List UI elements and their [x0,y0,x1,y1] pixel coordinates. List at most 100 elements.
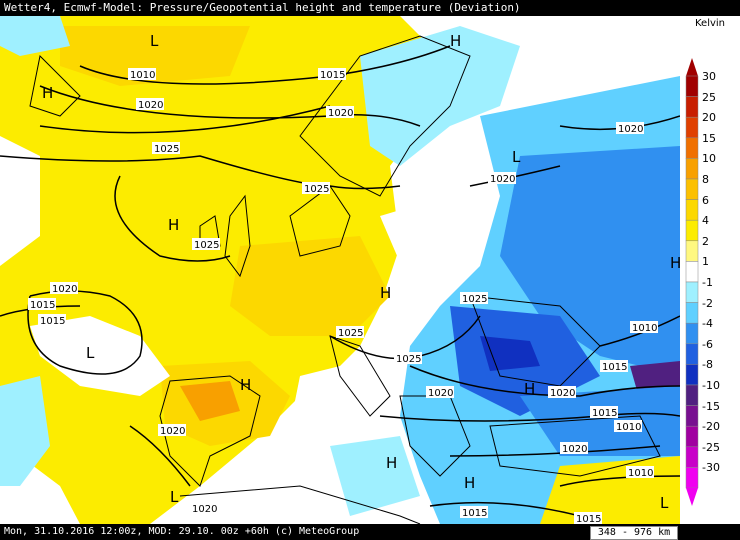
legend-swatch [685,261,699,283]
legend-swatch [685,446,699,468]
isobar-label: 1020 [192,504,217,515]
high-pressure-center: H [380,284,391,302]
pressure-centers: L H H H L H H L H H H L H L [42,32,680,512]
legend-swatch [685,240,699,262]
high-pressure-center: H [386,454,397,472]
legend-tick-label: 25 [702,90,716,104]
isobar-label: 1010 [632,323,657,334]
legend-arrow-bottom [686,488,698,506]
isobar-label: 1015 [462,508,487,519]
isobar-label: 1020 [328,108,353,119]
warm-core-atlantic [60,26,250,86]
legend-swatch [685,343,699,365]
isobar-label: 1010 [130,70,155,81]
warm-patch-middle-east [540,456,680,524]
legend-tick-label: -30 [702,461,720,475]
legend-tick-label: -1 [702,276,713,289]
legend-swatch [685,75,699,97]
isobar-label: 1020 [428,388,453,399]
legend-swatch [685,322,699,345]
isobar-label: 1020 [550,388,575,399]
isobar-label: 1025 [396,354,421,365]
legend-swatch [685,116,699,139]
legend-color-bar [685,58,699,506]
isobar-label: 1025 [304,184,329,195]
isobar-label: 1010 [616,422,641,433]
high-pressure-center: H [42,84,53,102]
legend-swatch [685,281,699,303]
isobar-label: 1025 [462,294,487,305]
legend-tick-label: 6 [702,193,709,207]
isobar-label: 1025 [338,328,363,339]
legend-swatch [685,364,699,386]
temperature-legend: Kelvin [680,16,740,524]
legend-tick-label: -6 [702,337,713,351]
isobar-label: 1010 [628,468,653,479]
map-scale: 348 - 976 km [590,526,678,540]
legend-tick-label: -20 [702,420,720,434]
map-title: Wetter4, Ecmwf-Model: Pressure/Geopotent… [0,0,740,16]
isobar-label: 1020 [138,100,163,111]
isobar-label: 1020 [160,426,185,437]
temperature-deviation-map: 1010 1015 1020 1020 1025 1025 1015 1020 … [0,16,680,524]
cold-patch-northwest [0,16,70,56]
low-pressure-center: L [512,148,521,166]
isobar-label: 1015 [320,70,345,81]
legend-tick-label: -15 [702,399,720,413]
legend-arrow-top [686,58,698,76]
neutral-patch-west [30,316,170,396]
legend-swatch [685,199,699,221]
isobar-label: 1020 [562,444,587,455]
legend-tick-label: -2 [702,296,713,310]
legend-tick-label: 10 [702,152,716,166]
low-pressure-center: L [660,494,669,512]
legend-unit-title: Kelvin [694,18,726,29]
legend-swatch [685,158,699,180]
legend-swatch [685,219,699,242]
cold-patch-north-africa [330,436,420,516]
legend-tick-label: 1 [702,255,709,269]
legend-tick-label: 15 [702,131,716,145]
legend-tick-label: 30 [702,70,716,83]
map-footer: Mon, 31.10.2016 12:00z, MOD: 29.10. 00z … [0,524,740,540]
high-pressure-center: H [524,380,535,398]
low-pressure-center: L [86,344,95,362]
neutral-patch-atlantic [0,136,40,266]
legend-swatch [685,137,699,159]
low-pressure-center: L [170,488,179,506]
isobar-label: 1025 [194,240,219,251]
legend-tick-label: 8 [702,173,709,186]
legend-tick-label: -8 [702,358,713,372]
isobar-label: 1015 [40,316,65,327]
isobar-labels: 1010 1015 1020 1020 1025 1025 1015 1020 … [28,68,658,524]
cold-patch-scandinavia [360,26,520,166]
orange-spot-iberia [180,381,240,421]
high-pressure-center: H [450,32,461,50]
isobar-label: 1025 [154,144,179,155]
warm-anomaly-region [0,16,440,524]
isobar-label: 1020 [52,284,77,295]
high-pressure-center: H [464,474,475,492]
legend-tick-label: 20 [702,111,716,125]
cold-patch-turkey [520,386,680,456]
isobar-label: 1015 [592,408,617,419]
cold-patch-southwest-atlantic [0,376,50,486]
isobar-label: 1020 [490,174,515,185]
high-pressure-center: H [168,216,179,234]
isobars [0,45,680,517]
legend-swatch [685,384,699,406]
legend-tick-label: 4 [702,214,709,228]
high-pressure-center: H [240,376,251,394]
isobar-label: 1020 [618,124,643,135]
legend-tick-label: -4 [702,317,713,331]
isobar-label: 1015 [30,300,55,311]
legend-swatch [685,405,699,427]
low-pressure-center: L [150,32,159,50]
legend-swatch [685,467,699,489]
legend-swatch [685,425,699,448]
legend-swatch [685,96,699,118]
isobar-label: 1015 [602,362,627,373]
legend-swatch [685,178,699,200]
legend-swatch [685,302,699,324]
